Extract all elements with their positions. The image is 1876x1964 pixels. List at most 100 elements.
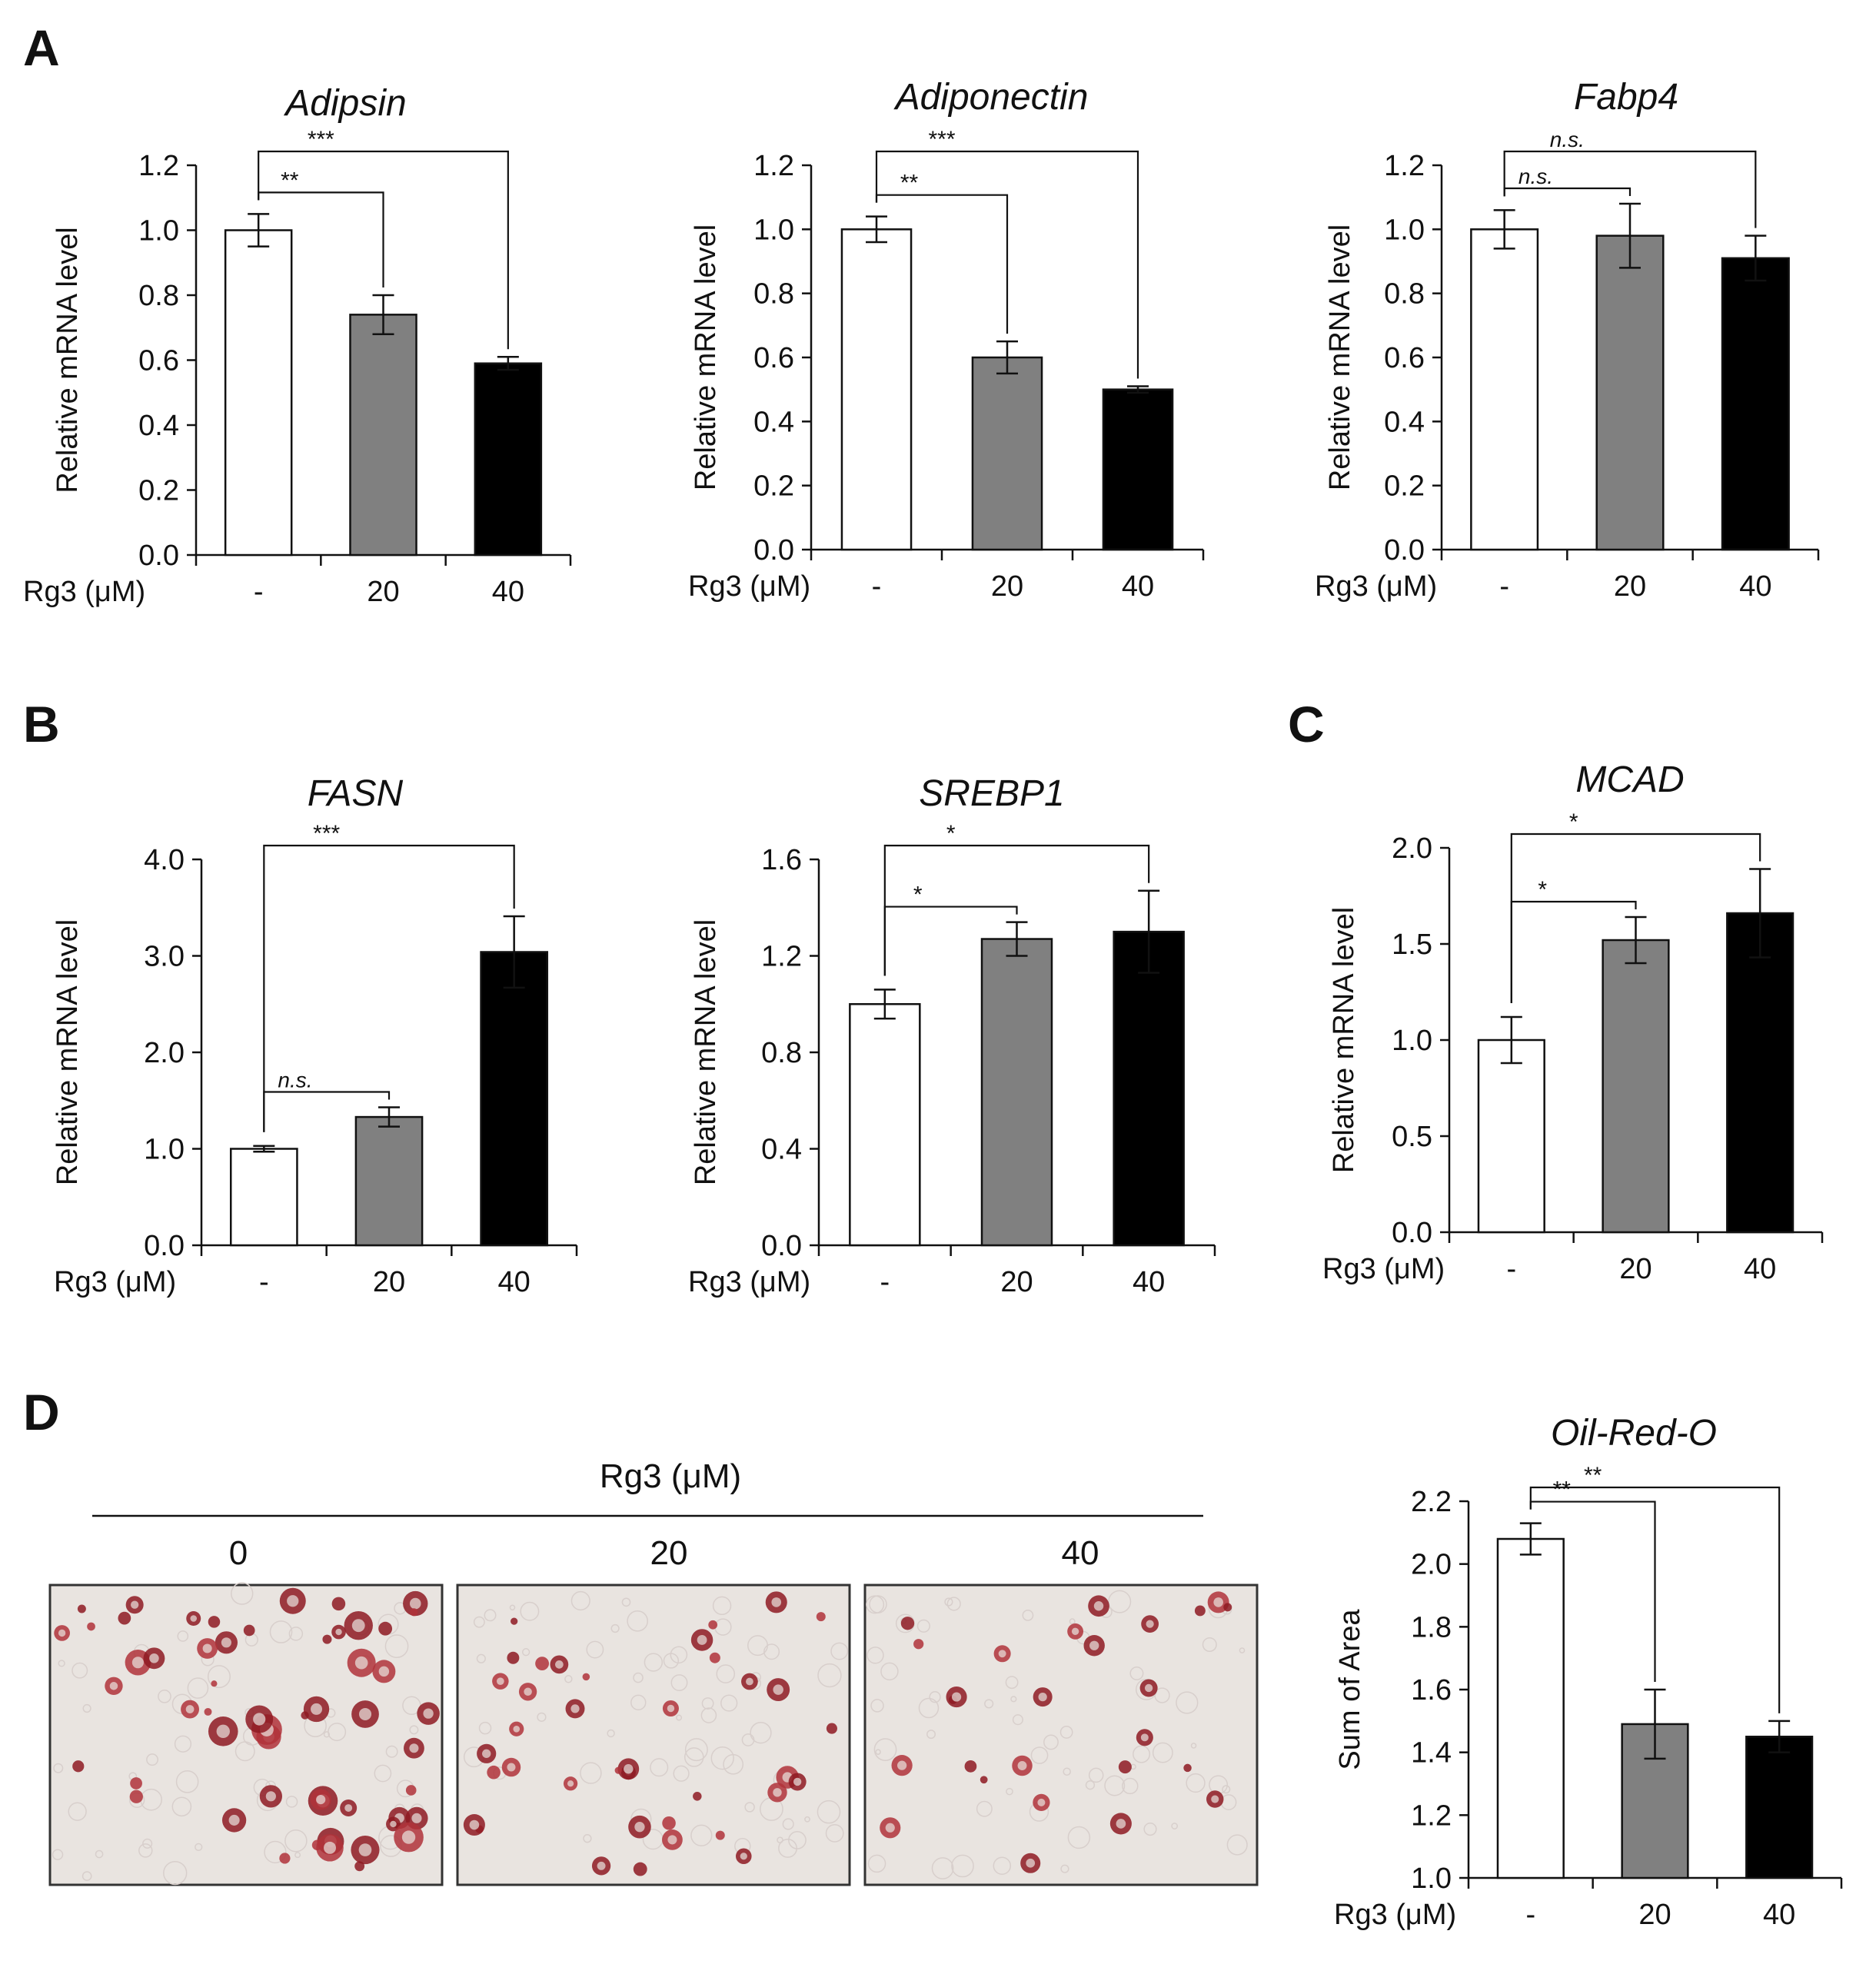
lipid-droplet-core xyxy=(344,1804,353,1812)
adiponectin-xtick-label-2: 40 xyxy=(1122,570,1154,603)
cell-outline xyxy=(385,1745,398,1758)
cell-outline xyxy=(583,1833,592,1843)
cell-outline xyxy=(817,1800,841,1824)
oilredo-bar-0 xyxy=(1496,1537,1565,1879)
lipid-droplet xyxy=(130,1777,142,1790)
cell-outline xyxy=(478,1721,492,1735)
fasn-ytick-label: 3.0 xyxy=(144,941,185,973)
lipid-droplet-core xyxy=(58,1629,66,1637)
fasn-ytick-label: 1.0 xyxy=(144,1134,185,1166)
cell-outline xyxy=(1063,1767,1071,1776)
cell-outline xyxy=(684,1738,708,1762)
fabp4-xtick-label-1: 20 xyxy=(1614,570,1646,603)
oilredo-ytick-label: 2.2 xyxy=(1411,1486,1452,1518)
srebp1-xtick-label-1: 20 xyxy=(1000,1266,1033,1298)
fabp4-ytick-label: 1.2 xyxy=(1384,150,1425,182)
cell-outline xyxy=(195,1843,203,1852)
srebp1-xlabel: Rg3 (μM) xyxy=(688,1266,810,1298)
lipid-droplet-core xyxy=(351,1619,365,1633)
lipid-droplet xyxy=(816,1612,826,1622)
cell-outline xyxy=(146,1753,159,1766)
lipid-droplet-core xyxy=(287,1595,299,1607)
adipsin-xtick-label-2: 40 xyxy=(492,576,524,608)
fabp4-sig-label-1: n.s. xyxy=(1550,128,1585,151)
cell-outline xyxy=(1133,1745,1151,1763)
fasn-xtick-label-1: 20 xyxy=(373,1266,405,1298)
adipsin-ytick-label: 0.6 xyxy=(138,345,179,377)
cell-outline xyxy=(670,1674,688,1691)
mcad-ytick-label: 2.0 xyxy=(1392,832,1432,865)
mcad-errorbar-1 xyxy=(1625,916,1647,965)
adiponectin-errorbar-2 xyxy=(1127,385,1149,394)
adipsin-title: Adipsin xyxy=(283,83,406,124)
adiponectin-errorbar-1 xyxy=(996,340,1018,375)
cell-outline xyxy=(984,1699,994,1709)
mcad-xlabel: Rg3 (μM) xyxy=(1322,1253,1445,1285)
adiponectin-ytick-label: 0.8 xyxy=(753,278,794,311)
cell-outline xyxy=(804,1816,810,1823)
lipid-droplet-core xyxy=(1071,1627,1079,1636)
lipid-droplet xyxy=(322,1634,332,1644)
fabp4-ylabel: Relative mRNA level xyxy=(1324,224,1356,490)
cell-outline xyxy=(763,1643,780,1660)
chart-adipsin: Adipsin Relative mRNA level 0.0 0.2 0.4 0.6 0.… xyxy=(23,83,572,608)
adiponectin-sig-label-1: *** xyxy=(928,127,955,152)
lipid-droplet-core xyxy=(1213,1597,1223,1607)
micro-20-frame xyxy=(456,1583,851,1886)
adiponectin-ytick-label: 1.0 xyxy=(753,214,794,246)
adipsin-xlabel: Rg3 (μM) xyxy=(23,576,145,608)
lipid-droplet-core xyxy=(409,1743,419,1753)
cell-outline xyxy=(700,1707,717,1723)
lipid-droplet-core xyxy=(335,1628,342,1636)
cell-outline xyxy=(926,1730,936,1740)
adiponectin-ytick-label: 0.6 xyxy=(753,342,794,374)
lipid-droplet-core xyxy=(567,1780,574,1787)
cell-outline xyxy=(564,1675,573,1683)
cell-outline xyxy=(1122,1777,1139,1795)
lipid-droplet-core xyxy=(202,1643,212,1653)
lipid-droplet-core xyxy=(697,1635,707,1645)
oilredo-ylabel: Sum of Area xyxy=(1334,1609,1366,1770)
lipid-droplet-core xyxy=(401,1830,416,1844)
lipid-droplet-core xyxy=(265,1791,276,1802)
lipid-droplet xyxy=(1183,1763,1192,1773)
lipid-droplet xyxy=(900,1617,915,1630)
cell-outline xyxy=(234,1741,255,1762)
srebp1-bar-1 xyxy=(980,938,1053,1247)
mcad-sig-label-1: * xyxy=(1569,809,1578,835)
adiponectin-bar-1 xyxy=(971,356,1043,551)
lipid-droplet-core xyxy=(1093,1601,1104,1611)
adiponectin-xtick-label-1: 20 xyxy=(991,570,1023,603)
fasn-ytick-label: 2.0 xyxy=(144,1037,185,1069)
cell-outline xyxy=(174,1735,192,1753)
cell-outline xyxy=(1006,1787,1013,1796)
cell-outline xyxy=(374,1764,392,1783)
fabp4-ytick-label: 0.0 xyxy=(1384,534,1425,567)
lipid-droplet-core xyxy=(149,1653,159,1663)
micrograph-label-20: 20 xyxy=(650,1534,688,1572)
cell-outline xyxy=(916,1619,930,1633)
srebp1-xtick-label-0: - xyxy=(880,1266,890,1298)
mcad-xtick-label-0: - xyxy=(1507,1253,1517,1285)
cell-outline xyxy=(946,1597,961,1611)
srebp1-ylabel: Relative mRNA level xyxy=(690,919,722,1185)
cell-outline xyxy=(1088,1767,1104,1783)
lipid-droplet-core xyxy=(423,1708,434,1719)
lipid-droplet-core xyxy=(411,1813,422,1823)
fabp4-errorbar-1 xyxy=(1619,202,1641,269)
mcad-xtick-label-2: 40 xyxy=(1744,1253,1776,1285)
oilredo-ytick-label: 1.4 xyxy=(1411,1737,1452,1770)
cell-outline xyxy=(288,1627,304,1641)
cell-outline xyxy=(610,1623,620,1633)
mcad-errorbar-0 xyxy=(1500,1015,1522,1065)
cell-outline xyxy=(684,1747,704,1767)
adiponectin-sig-label-0: ** xyxy=(900,171,919,196)
fabp4-ytick-label: 0.4 xyxy=(1384,406,1425,438)
lipid-droplet xyxy=(243,1624,255,1637)
fabp4-ytick-label: 0.2 xyxy=(1384,470,1425,503)
lipid-droplet xyxy=(662,1816,676,1830)
srebp1-ytick-label: 1.6 xyxy=(761,844,802,876)
cell-outline xyxy=(1108,1590,1132,1613)
fasn-ytick-label: 4.0 xyxy=(144,844,185,876)
